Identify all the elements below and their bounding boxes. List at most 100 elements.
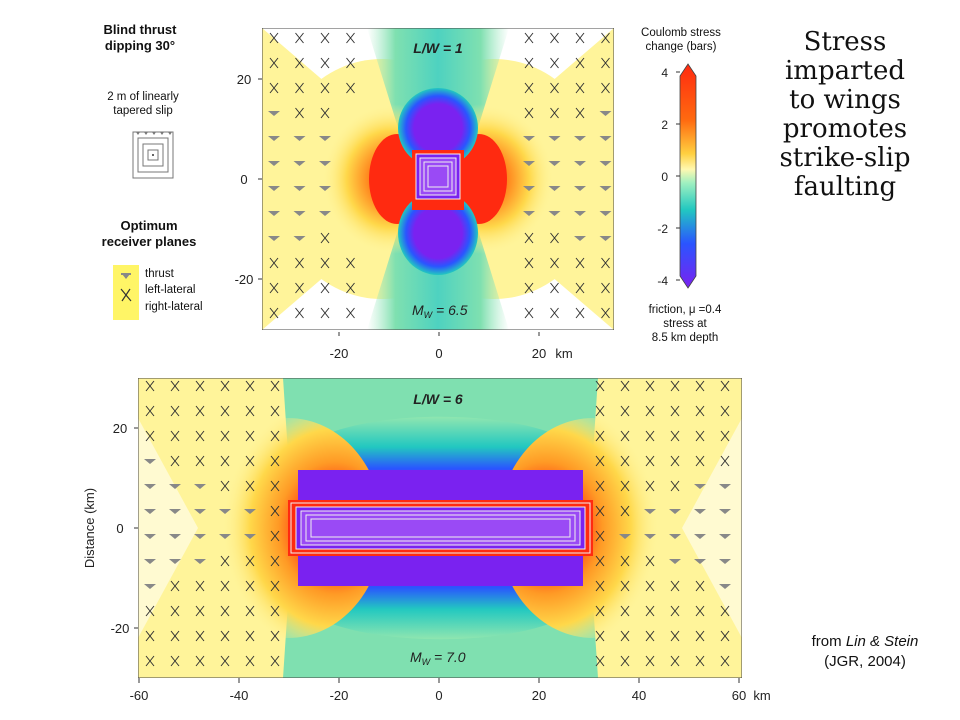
colorbar-tick-neg4: -4 bbox=[657, 274, 668, 288]
strike-slip-symbol bbox=[346, 82, 355, 94]
strike-slip-symbol bbox=[145, 405, 155, 417]
strike-slip-symbol bbox=[601, 82, 610, 94]
thrust-symbol bbox=[599, 186, 612, 191]
bottom-x-tick-20: 20 bbox=[532, 688, 546, 703]
strike-slip-symbol bbox=[524, 232, 534, 244]
strike-slip-symbol bbox=[270, 480, 280, 492]
thrust-symbol bbox=[144, 484, 156, 489]
thrust-symbol bbox=[599, 136, 612, 141]
thrust-symbol bbox=[523, 186, 535, 191]
top-stress-map: L/W = 1 MW = 6.5 bbox=[262, 28, 614, 330]
strike-slip-symbol bbox=[695, 655, 705, 667]
strike-slip-symbol bbox=[524, 282, 534, 294]
thrust-symbol bbox=[694, 509, 706, 514]
citation-journal: (JGR, 2004) bbox=[824, 653, 906, 670]
strike-slip-symbol bbox=[295, 282, 304, 294]
strike-slip-symbol bbox=[695, 630, 705, 642]
strike-slip-symbol bbox=[550, 232, 559, 244]
colorbar-title: Coulomb stress change (bars) bbox=[641, 27, 721, 53]
strike-slip-symbol bbox=[295, 107, 304, 119]
strike-slip-symbol bbox=[620, 555, 630, 567]
bottom-x-tick-0: 0 bbox=[435, 688, 442, 703]
strike-slip-symbol bbox=[524, 57, 534, 69]
strike-slip-symbol bbox=[270, 430, 280, 442]
strike-slip-symbol bbox=[695, 605, 705, 617]
strike-slip-symbol bbox=[195, 580, 205, 592]
strike-slip-symbol bbox=[575, 257, 585, 269]
thrust-symbol bbox=[694, 484, 706, 489]
bottom-x-tick-neg60: -60 bbox=[130, 688, 149, 703]
strike-slip-symbol bbox=[220, 380, 230, 392]
strike-slip-symbol bbox=[195, 655, 205, 667]
strike-slip-symbol bbox=[524, 32, 534, 44]
strike-slip-symbol bbox=[145, 380, 155, 392]
thrust-symbol bbox=[719, 484, 731, 489]
strike-slip-symbol bbox=[670, 630, 680, 642]
strike-slip-symbol bbox=[695, 380, 705, 392]
top-y-tick-20: 20 bbox=[237, 72, 251, 87]
thrust-symbol bbox=[293, 186, 306, 191]
thrust-symbol bbox=[719, 534, 731, 539]
thrust-symbol bbox=[268, 136, 280, 141]
top-y-tick-0: 0 bbox=[240, 172, 247, 187]
headline: Stress imparted to wings promotes strike… bbox=[779, 27, 911, 202]
strike-slip-symbol bbox=[245, 405, 255, 417]
strike-slip-symbol bbox=[575, 57, 585, 69]
strike-slip-symbol bbox=[270, 580, 280, 592]
thrust-symbol bbox=[319, 186, 331, 191]
colorbar: 4 2 0 -2 -4 bbox=[657, 63, 697, 289]
colorbar-footer: friction, μ =0.4 stress at 8.5 km depth bbox=[648, 304, 722, 344]
strike-slip-symbol bbox=[575, 282, 585, 294]
strike-slip-symbol bbox=[270, 655, 280, 667]
bottom-stress-map: L/W = 6 MW = 7.0 bbox=[138, 378, 742, 678]
thrust-symbol bbox=[719, 509, 731, 514]
strike-slip-symbol bbox=[170, 580, 180, 592]
strike-slip-symbol bbox=[295, 257, 304, 269]
thrust-symbol bbox=[599, 211, 612, 216]
strike-slip-symbol bbox=[195, 380, 205, 392]
strike-slip-symbol bbox=[670, 405, 680, 417]
strike-slip-symbol bbox=[269, 307, 279, 319]
thrust-symbol bbox=[574, 136, 586, 141]
strike-slip-symbol bbox=[320, 257, 330, 269]
thrust-symbol bbox=[268, 111, 280, 116]
thrust-symbol bbox=[574, 161, 586, 166]
strike-slip-symbol bbox=[550, 32, 559, 44]
thrust-symbol bbox=[599, 111, 612, 116]
strike-slip-symbol bbox=[601, 32, 610, 44]
thrust-symbol bbox=[169, 559, 181, 564]
strike-slip-symbol bbox=[595, 605, 605, 617]
thrust-symbol bbox=[169, 509, 181, 514]
strike-slip-symbol bbox=[145, 630, 155, 642]
strike-slip-symbol bbox=[620, 505, 630, 517]
strike-slip-symbol bbox=[595, 530, 605, 542]
thrust-symbol bbox=[574, 211, 586, 216]
strike-slip-symbol bbox=[620, 380, 630, 392]
strike-slip-symbol bbox=[145, 430, 155, 442]
strike-slip-symbol bbox=[346, 57, 355, 69]
thrust-symbol bbox=[144, 584, 156, 589]
strike-slip-symbol bbox=[245, 630, 255, 642]
strike-slip-symbol bbox=[575, 307, 585, 319]
thrust-symbol bbox=[548, 161, 561, 166]
strike-slip-symbol bbox=[524, 307, 534, 319]
strike-slip-symbol bbox=[270, 605, 280, 617]
legend-symbols bbox=[120, 273, 132, 302]
strike-slip-symbol bbox=[645, 430, 655, 442]
strike-slip-symbol bbox=[620, 580, 630, 592]
strike-slip-symbol bbox=[550, 82, 559, 94]
strike-slip-symbol bbox=[245, 605, 255, 617]
thrust-symbol bbox=[244, 509, 256, 514]
strike-slip-symbol bbox=[524, 82, 534, 94]
thrust-symbol bbox=[268, 161, 280, 166]
thrust-symbol bbox=[293, 136, 306, 141]
strike-slip-symbol bbox=[170, 605, 180, 617]
strike-slip-symbol bbox=[245, 655, 255, 667]
strike-slip-symbol bbox=[195, 630, 205, 642]
thrust-symbol bbox=[144, 509, 156, 514]
strike-slip-symbol bbox=[220, 605, 230, 617]
strike-slip-symbol bbox=[670, 380, 680, 392]
citation-authors: Lin & Stein bbox=[845, 633, 919, 650]
strike-slip-symbol bbox=[269, 257, 279, 269]
strike-slip-symbol bbox=[595, 430, 605, 442]
